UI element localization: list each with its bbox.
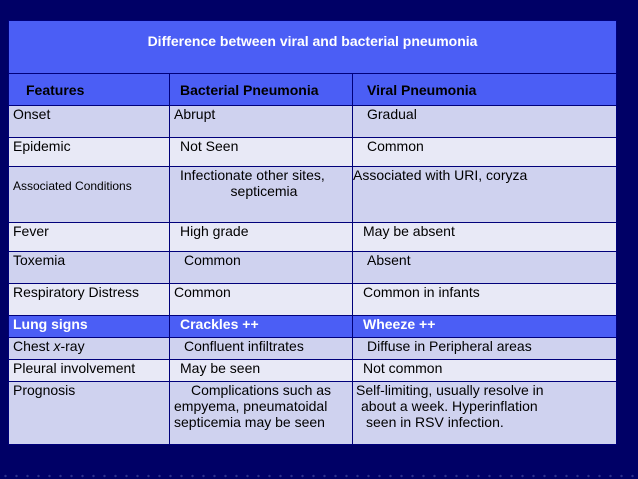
viral-cell: Common [351, 137, 618, 167]
viral-cell: Gradual [351, 105, 618, 138]
viral-cell: Associated with URI, coryza [351, 166, 618, 223]
feature-cell: Toxemia [8, 251, 170, 284]
viral-cell: Common in infants [351, 283, 618, 316]
bacterial-cell: Abrupt [169, 105, 353, 138]
table-title-row: Difference between viral and bacterial p… [7, 20, 618, 74]
table-row: Pleural involvement May be seen Not comm… [8, 359, 618, 382]
viral-line: about a week. Hyperinflation [361, 398, 538, 414]
bacterial-cell: High grade [169, 222, 353, 252]
viral-cell: Wheeze ++ [351, 315, 618, 338]
table-row: Fever High grade May be absent [8, 222, 618, 252]
bacterial-line: empyema, pneumatoidal [174, 398, 328, 414]
bacterial-line: septicemia may be seen [174, 414, 325, 430]
header-bacterial: Bacterial Pneumonia [169, 73, 353, 106]
table-row: Associated Conditions Infectionate other… [8, 166, 618, 223]
table-title: Difference between viral and bacterial p… [7, 20, 618, 74]
table-row: Chest x-ray Confluent infiltrates Diffus… [8, 337, 618, 360]
decorative-dots [0, 473, 638, 479]
feature-cell: Fever [8, 222, 170, 252]
viral-line: seen in RSV infection. [366, 414, 504, 430]
header-row: Features Bacterial Pneumonia Viral Pneum… [8, 73, 618, 106]
feature-suffix: -ray [60, 338, 85, 355]
viral-cell: Absent [351, 251, 618, 284]
feature-cell: Lung signs [8, 315, 170, 338]
table-row: Toxemia Common Absent [8, 251, 618, 284]
feature-cell: Prognosis [8, 381, 170, 445]
table-row: Prognosis Complications such as empyema,… [8, 381, 618, 445]
feature-italic: x [53, 338, 61, 355]
bacterial-line: septicemia [230, 183, 298, 199]
table-row: Respiratory Distress Common Common in in… [8, 283, 618, 316]
header-features: Features [8, 73, 170, 106]
bacterial-cell: May be seen [169, 359, 353, 382]
feature-cell: Respiratory Distress [8, 283, 170, 316]
bacterial-cell: Not Seen [169, 137, 353, 167]
viral-cell: Self-limiting, usually resolve in about … [351, 381, 618, 445]
header-viral: Viral Pneumonia [351, 73, 618, 106]
bacterial-cell: Crackles ++ [169, 315, 353, 338]
bacterial-cell: Common [169, 283, 353, 316]
viral-cell: Not common [351, 359, 618, 382]
feature-cell: Pleural involvement [8, 359, 170, 382]
table-row: Epidemic Not Seen Common [8, 137, 618, 167]
bacterial-cell: Complications such as empyema, pneumatoi… [169, 381, 353, 445]
feature-cell: Onset [8, 105, 170, 138]
viral-cell: Diffuse in Peripheral areas [351, 337, 618, 360]
feature-prefix: Chest [13, 338, 54, 355]
bacterial-line: Complications such as [190, 382, 332, 399]
feature-cell: Epidemic [8, 137, 170, 167]
bacterial-cell: Common [169, 251, 353, 284]
table-row-highlight: Lung signs Crackles ++ Wheeze ++ [8, 315, 618, 338]
viral-line: Self-limiting, usually resolve in [356, 382, 544, 399]
bacterial-cell: Confluent infiltrates [169, 337, 353, 360]
comparison-table: Difference between viral and bacterial p… [7, 20, 618, 445]
feature-cell: Associated Conditions [8, 166, 170, 223]
table-row: Onset Abrupt Gradual [8, 105, 618, 138]
feature-cell: Chest x-ray [8, 337, 170, 360]
viral-cell: May be absent [351, 222, 618, 252]
bacterial-cell: Infectionate other sites, septicemia [169, 166, 353, 223]
bacterial-line: Infectionate other sites, [180, 167, 325, 184]
